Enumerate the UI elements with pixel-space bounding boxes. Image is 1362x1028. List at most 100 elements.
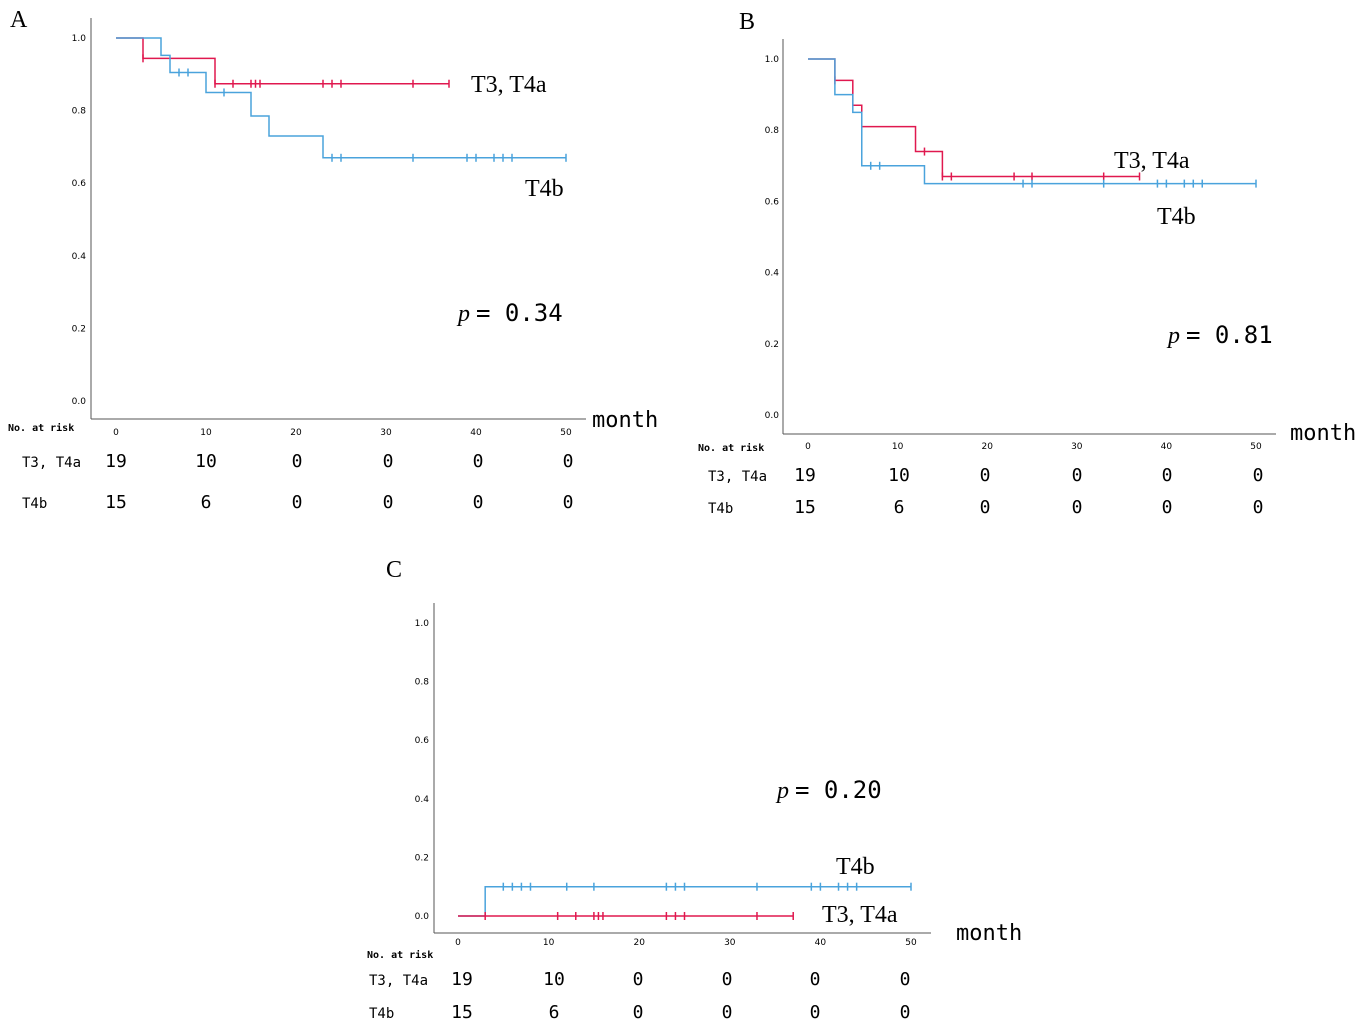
risk-row-label: T4b — [22, 496, 47, 512]
y-tick-label: 0.4 — [72, 252, 87, 262]
risk-count: 0 — [292, 492, 303, 513]
risk-count: 0 — [900, 1002, 911, 1023]
series-label: T3, T4a — [1114, 148, 1190, 174]
risk-count: 10 — [543, 969, 565, 990]
survival-curve — [116, 37, 566, 159]
y-tick-label: 0.0 — [72, 397, 87, 407]
series-label: T3, T4a — [471, 72, 547, 98]
x-tick-label: 40 — [470, 428, 482, 438]
y-tick-label: 0.8 — [72, 107, 87, 117]
risk-count: 19 — [105, 451, 127, 472]
x-tick-label: 30 — [380, 428, 392, 438]
x-tick-label: 20 — [981, 442, 993, 452]
risk-count: 15 — [451, 1002, 473, 1023]
panel-letter: C — [386, 557, 402, 583]
y-tick-label: 0.6 — [415, 736, 430, 746]
risk-count: 0 — [722, 1002, 733, 1023]
risk-count: 10 — [888, 465, 910, 486]
risk-count: 15 — [105, 492, 127, 513]
risk-count: 0 — [633, 969, 644, 990]
risk-count: 6 — [894, 497, 905, 518]
risk-count: 0 — [633, 1002, 644, 1023]
x-tick-label: 50 — [1250, 442, 1262, 452]
risk-table-header: No. at risk — [367, 949, 433, 961]
series-label: T4b — [525, 176, 564, 202]
survival-curve — [808, 58, 1140, 178]
series-label: T3, T4a — [822, 902, 898, 928]
y-tick-label: 0.8 — [415, 678, 430, 688]
x-tick-label: 20 — [633, 938, 645, 948]
x-axis-label: month — [592, 408, 658, 433]
risk-count: 0 — [1072, 497, 1083, 518]
x-tick-label: 0 — [113, 428, 119, 438]
risk-row-label: T3, T4a — [708, 469, 767, 485]
p-value: p = 0.81 — [1166, 321, 1273, 349]
risk-count: 0 — [1162, 497, 1173, 518]
x-axis-label: month — [956, 921, 1022, 946]
risk-count: 0 — [1253, 465, 1264, 486]
panel-letter: A — [10, 7, 28, 33]
risk-table-header: No. at risk — [698, 442, 764, 454]
p-value: p = 0.34 — [456, 299, 563, 327]
risk-row-label: T4b — [708, 501, 733, 517]
y-tick-label: 0.8 — [765, 126, 780, 136]
risk-count: 0 — [383, 451, 394, 472]
x-tick-label: 10 — [892, 442, 904, 452]
risk-count: 0 — [292, 451, 303, 472]
risk-count: 15 — [794, 497, 816, 518]
risk-count: 0 — [563, 492, 574, 513]
x-tick-label: 20 — [290, 428, 302, 438]
risk-row-label: T3, T4a — [369, 973, 428, 989]
y-tick-label: 0.4 — [415, 795, 430, 805]
risk-count: 0 — [383, 492, 394, 513]
panel-b: B 0.0 0.2 0.4 0.6 0.8 1.0 0 10 20 30 40 50 month T3, T… — [698, 9, 1356, 518]
risk-count: 0 — [900, 969, 911, 990]
survival-curve — [116, 37, 449, 85]
y-tick-label: 1.0 — [415, 619, 430, 629]
risk-count: 19 — [794, 465, 816, 486]
risk-count: 0 — [810, 969, 821, 990]
risk-count: 6 — [201, 492, 212, 513]
panel-letter: B — [739, 9, 755, 35]
risk-count: 0 — [473, 451, 484, 472]
risk-count: 6 — [549, 1002, 560, 1023]
x-tick-label: 30 — [1071, 442, 1083, 452]
risk-count: 0 — [980, 497, 991, 518]
x-tick-label: 30 — [724, 938, 736, 948]
x-tick-label: 0 — [805, 442, 811, 452]
risk-count: 0 — [563, 451, 574, 472]
x-tick-label: 0 — [455, 938, 461, 948]
y-tick-label: 1.0 — [765, 55, 780, 65]
risk-count: 0 — [980, 465, 991, 486]
risk-count: 0 — [722, 969, 733, 990]
risk-table-header: No. at risk — [8, 422, 74, 434]
y-tick-label: 0.0 — [415, 912, 430, 922]
risk-count: 0 — [1072, 465, 1083, 486]
y-tick-label: 0.0 — [765, 411, 780, 421]
y-tick-label: 0.2 — [765, 340, 779, 350]
y-tick-label: 0.6 — [72, 179, 87, 189]
risk-count: 0 — [1253, 497, 1264, 518]
risk-count: 10 — [195, 451, 217, 472]
y-tick-label: 1.0 — [72, 34, 87, 44]
x-tick-label: 40 — [1161, 442, 1173, 452]
x-tick-label: 10 — [200, 428, 212, 438]
risk-row-label: T3, T4a — [22, 455, 81, 471]
x-tick-label: 50 — [560, 428, 572, 438]
p-value: p = 0.20 — [775, 776, 882, 804]
x-tick-label: 40 — [815, 938, 827, 948]
risk-count: 19 — [451, 969, 473, 990]
y-tick-label: 0.2 — [415, 853, 429, 863]
y-tick-label: 0.2 — [72, 324, 86, 334]
survival-curve — [808, 58, 1256, 185]
series-label: T4b — [1157, 204, 1196, 230]
risk-count: 0 — [810, 1002, 821, 1023]
x-axis-label: month — [1290, 421, 1356, 446]
y-tick-label: 0.4 — [765, 269, 780, 279]
x-tick-label: 50 — [905, 938, 917, 948]
series-label: T4b — [836, 854, 875, 880]
x-tick-label: 10 — [543, 938, 555, 948]
y-tick-label: 0.6 — [765, 197, 780, 207]
panel-c: C 0.0 0.2 0.4 0.6 0.8 1.0 0 10 20 30 40 50 month T4b T3… — [367, 557, 1022, 1023]
